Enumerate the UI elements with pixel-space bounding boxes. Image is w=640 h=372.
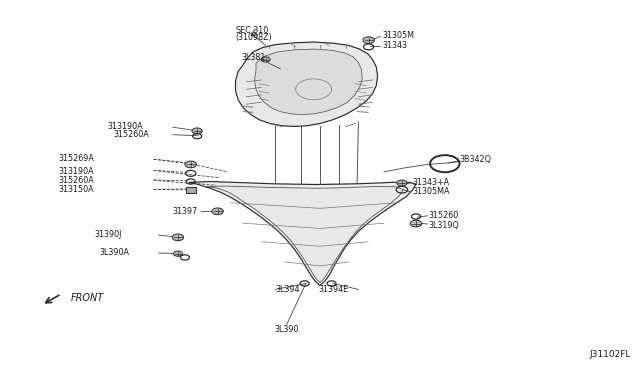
Text: 315260: 315260 [429,211,459,220]
Text: 31343+A: 31343+A [413,178,450,187]
Text: 31394E: 31394E [319,285,349,294]
Circle shape [212,208,223,215]
Text: 313190A: 313190A [108,122,143,131]
Polygon shape [236,42,378,126]
Circle shape [185,161,196,168]
Text: 31305MA: 31305MA [413,187,451,196]
Circle shape [363,37,374,44]
Text: 31390J: 31390J [95,230,122,239]
Circle shape [192,128,202,134]
Circle shape [397,180,407,186]
Polygon shape [189,182,416,286]
Text: 3L381: 3L381 [242,53,266,62]
Text: 3L394: 3L394 [275,285,300,294]
Text: 3L319Q: 3L319Q [429,221,460,230]
Text: 31305M: 31305M [383,31,415,40]
Polygon shape [205,186,403,283]
Text: 315269A: 315269A [59,154,95,163]
Text: (31098Z): (31098Z) [236,33,272,42]
Circle shape [172,234,184,241]
Text: 31397: 31397 [173,207,198,216]
Text: 315260A: 315260A [59,176,95,185]
Text: 313150A: 313150A [59,185,95,194]
Circle shape [173,251,182,256]
Polygon shape [255,49,362,115]
Text: 315260A: 315260A [114,130,150,139]
Circle shape [410,220,422,227]
Text: 313190A: 313190A [59,167,95,176]
FancyBboxPatch shape [186,187,196,193]
Text: 3B342Q: 3B342Q [460,155,492,164]
Text: 31343: 31343 [383,41,408,50]
Text: SEC.310: SEC.310 [236,26,269,35]
Text: 3L390A: 3L390A [99,248,129,257]
Text: 3L390: 3L390 [275,325,299,334]
Text: J31102FL: J31102FL [589,350,630,359]
Circle shape [261,57,270,62]
Text: FRONT: FRONT [70,294,104,303]
